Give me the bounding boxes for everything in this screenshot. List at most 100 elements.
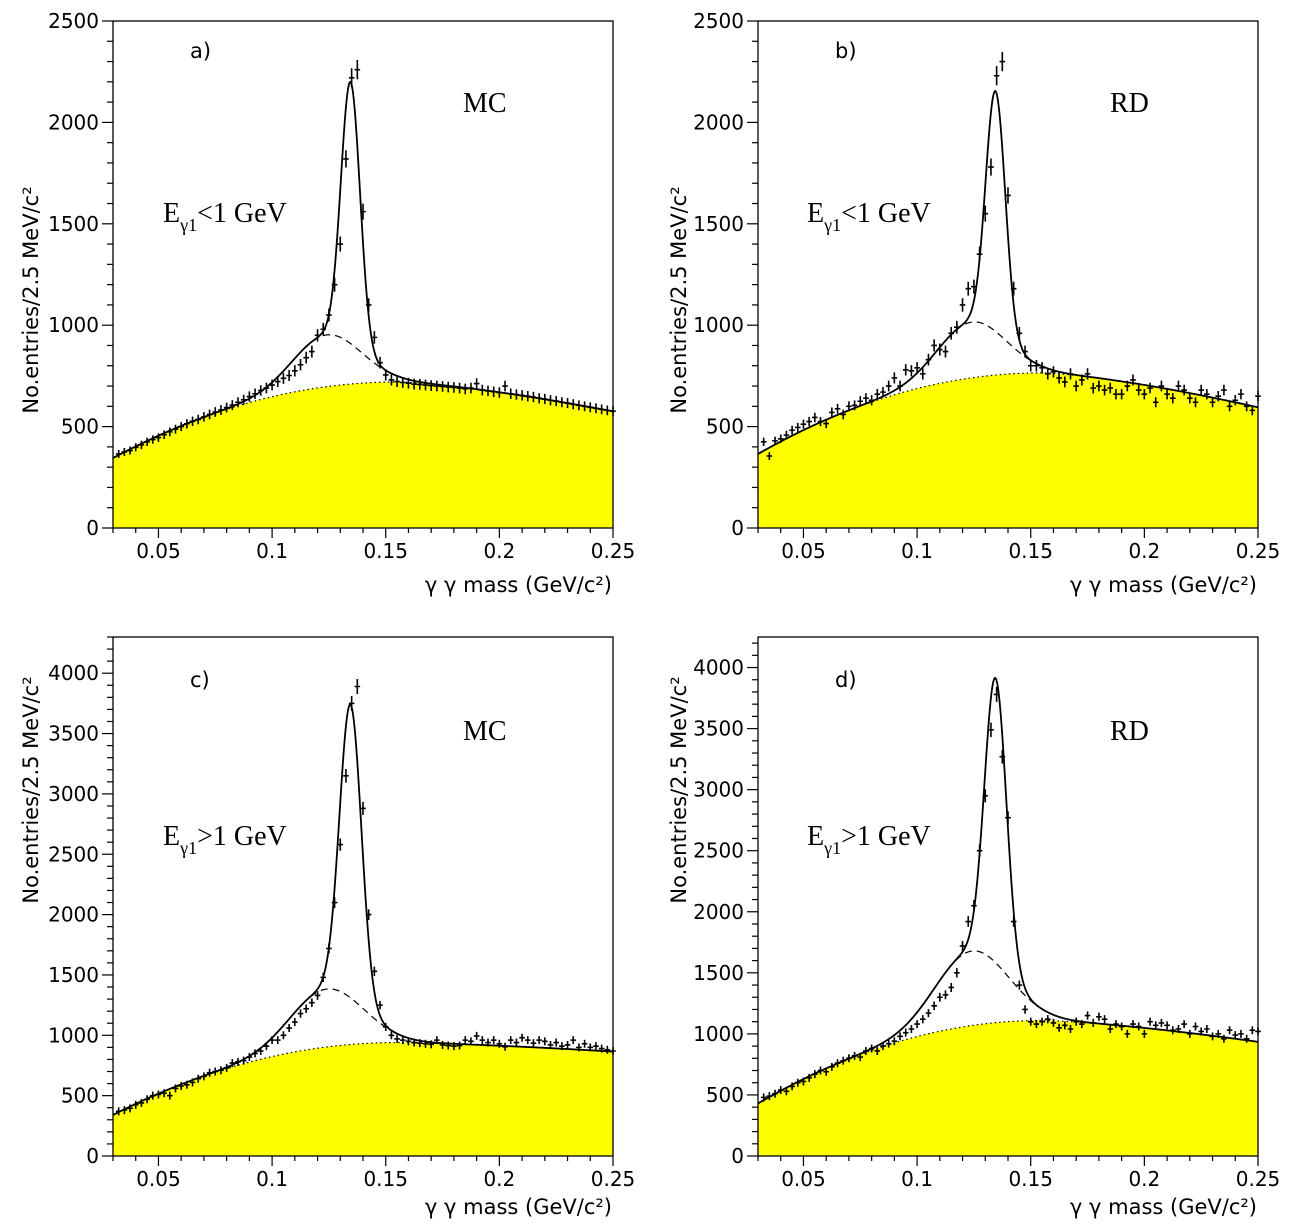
data-point	[783, 1087, 790, 1096]
x-tick-label: 0.1	[901, 1167, 933, 1191]
data-point	[388, 1031, 395, 1040]
x-tick-label: 0.05	[136, 539, 181, 563]
axis-ticks: 0.05 0.1 0.15 0.2 0.25 0 500 1000 1500 2000 2500 30…	[48, 636, 635, 1191]
data-point	[496, 1039, 503, 1048]
data-point	[178, 422, 184, 432]
data-point	[1073, 380, 1079, 392]
y-tick-label: 1500	[693, 961, 744, 985]
data-point	[988, 158, 994, 176]
background-fill	[113, 381, 613, 528]
data-point	[178, 1082, 184, 1090]
data-point	[121, 1106, 128, 1115]
data-point	[184, 1080, 190, 1089]
data-point	[257, 385, 264, 396]
x-axis-label: γ γ mass (GeV/c²)	[1070, 573, 1257, 597]
cut-label: Eγ1>1 GeV	[163, 821, 287, 858]
data-point	[377, 356, 383, 369]
data-point	[1249, 1026, 1256, 1035]
data-point	[1090, 1018, 1097, 1027]
data-point	[1056, 1023, 1062, 1032]
background-area	[758, 372, 1258, 528]
data-point	[914, 362, 920, 374]
cut-label: Eγ1>1 GeV	[807, 821, 931, 858]
x-tick-label: 0.05	[781, 1167, 826, 1191]
data-point	[587, 1043, 594, 1052]
background-area	[113, 381, 613, 528]
data-point	[360, 203, 366, 220]
data-point	[343, 769, 349, 783]
data-point	[394, 376, 400, 388]
data-point	[274, 376, 281, 388]
data-point	[766, 452, 773, 461]
cut-label-e: E	[807, 821, 824, 852]
data-point	[127, 446, 133, 455]
axis-ticks: 0.05 0.1 0.15 0.2 0.25 0 500 1000 1500 2000 2500	[693, 9, 1280, 563]
data-point	[1096, 380, 1102, 392]
cut-label-rest: >1 GeV	[197, 821, 287, 852]
data-point	[1169, 1026, 1176, 1035]
data-point	[286, 369, 292, 382]
bump-fit-line	[885, 321, 1050, 396]
data-point	[982, 789, 989, 803]
data-point	[434, 380, 440, 392]
data-point	[1010, 916, 1017, 927]
data-point	[360, 801, 366, 815]
cut-label-rest: <1 GeV	[841, 198, 931, 229]
data-point	[462, 383, 469, 395]
data-point	[806, 1073, 812, 1082]
data-point	[794, 422, 801, 432]
data-point	[604, 405, 611, 416]
data-point	[485, 1038, 491, 1047]
data-point	[1164, 388, 1170, 400]
data-point	[1141, 1029, 1148, 1038]
x-tick-label: 0.1	[256, 539, 288, 563]
data-point	[789, 1082, 795, 1091]
data-point	[445, 381, 452, 393]
data-point	[456, 1041, 463, 1050]
data-point	[218, 1066, 224, 1075]
x-tick-label: 0.15	[1008, 1167, 1053, 1191]
data-point	[581, 401, 588, 412]
data-point	[1181, 384, 1187, 396]
data-point	[405, 1037, 412, 1046]
data-point	[132, 1100, 139, 1109]
y-tick-label: 500	[706, 1083, 744, 1107]
data-point	[388, 374, 395, 386]
data-point	[530, 391, 537, 403]
data-point	[806, 416, 812, 427]
data-point	[320, 322, 327, 336]
data-point	[1164, 1021, 1170, 1030]
data-point	[382, 1022, 389, 1031]
data-point	[456, 382, 463, 394]
data-point	[223, 402, 230, 413]
data-point	[519, 390, 525, 401]
y-tick-label: 2000	[48, 903, 99, 927]
x-axis-label: γ γ mass (GeV/c²)	[425, 573, 612, 597]
data-point	[303, 351, 309, 364]
y-tick-label: 0	[731, 1144, 744, 1168]
data-point	[297, 358, 304, 371]
data-point	[823, 1067, 829, 1076]
x-tick-label: 0.2	[1128, 1167, 1160, 1191]
y-tick-label: 2500	[48, 842, 99, 866]
data-point	[348, 68, 355, 88]
x-tick-label: 0.1	[901, 539, 933, 563]
total-fit-line	[757, 90, 1259, 455]
data-point	[269, 379, 275, 391]
data-point	[829, 1062, 835, 1071]
data-point	[829, 407, 835, 418]
y-tick-label: 3000	[48, 782, 99, 806]
data-point	[846, 401, 852, 412]
data-point	[348, 695, 355, 711]
data-point	[1221, 1034, 1227, 1043]
y-tick-label: 0	[731, 516, 744, 540]
data-point	[1079, 374, 1085, 386]
data-point	[1158, 380, 1165, 392]
data-point	[874, 1046, 881, 1055]
x-tick-label: 0.05	[781, 539, 826, 563]
data-point	[547, 1040, 554, 1049]
data-point	[337, 236, 344, 252]
y-tick-label: 3000	[693, 778, 744, 802]
data-point	[343, 150, 349, 168]
data-point	[1232, 1031, 1239, 1040]
